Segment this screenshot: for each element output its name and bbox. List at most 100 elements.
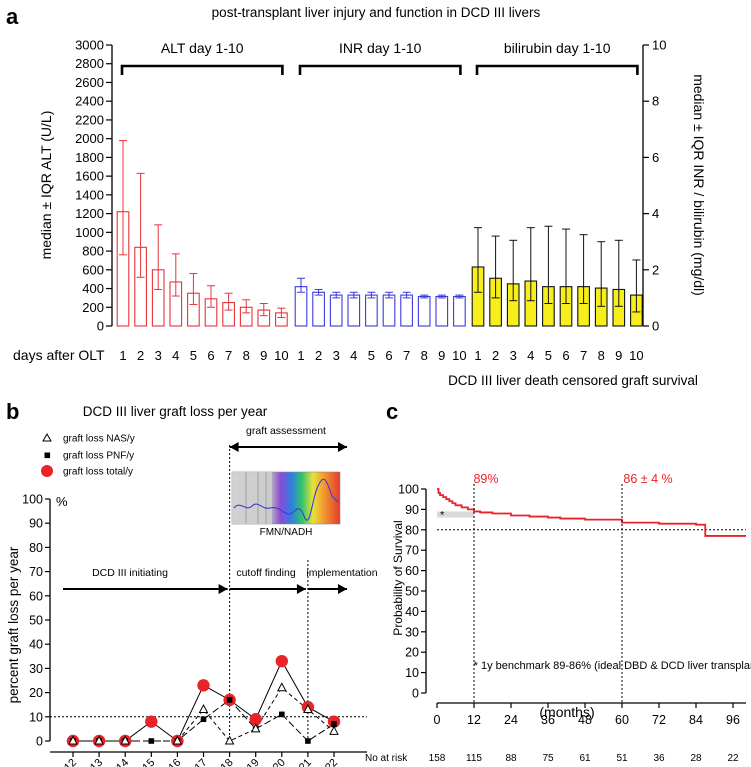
panel-b-title: DCD III liver graft loss per year [83,404,268,419]
phase-label: DCD III initiating [92,567,168,579]
legend-marker-nas [42,432,52,442]
left-tick-label: 3000 [75,38,104,53]
panel-c: c DCD III liver death censored graft sur… [365,373,751,764]
day-tick-label: 3 [333,348,340,363]
marker-pnf [305,738,311,744]
day-tick-label: 6 [385,348,392,363]
bracket [475,64,639,75]
panel-b-legend: graft loss NAS/y graft loss PNF/y graft lo… [41,432,135,478]
y-tick-label: 50 [405,585,419,599]
y-tick-label: 80 [405,523,419,537]
bracket [120,64,284,75]
marker-nas [303,703,313,714]
day-tick-label: 4 [350,348,357,363]
y-tick-label: 10 [29,710,43,724]
day-tick-label: 2 [315,348,322,363]
phase-arrow-head [229,442,239,452]
right-tick-label: 8 [652,94,659,109]
day-tick-label: 5 [368,348,375,363]
left-tick-label: 1600 [75,169,104,184]
panel-b-plot: 0102030405060708090100201220132014201520… [22,425,378,767]
day-tick-label: 10 [629,348,643,363]
right-tick-label: 10 [652,38,666,53]
marker-total [145,715,158,728]
phase-arrow-head [338,584,347,594]
left-tick-label: 1200 [75,206,104,221]
benchmark-band [437,511,474,518]
y-tick-label: 40 [405,605,419,619]
day-tick-label: 8 [598,348,605,363]
day-tick-label: 10 [274,348,288,363]
y-tick-label: 80 [29,541,43,555]
panel-a-left-axis-label: median ± IQR ALT (U/L) [38,111,54,260]
panel-b-y-unit: % [56,494,68,509]
x-tick-label: 60 [615,713,629,727]
series-line-nas [73,687,335,742]
y-tick-label: 60 [405,564,419,578]
legend-marker-total [41,465,53,477]
inr-bar [435,295,449,327]
inr-bar [417,295,431,327]
marker-pnf [331,721,337,727]
y-tick-label: 30 [405,625,419,639]
marker-nas [224,735,235,745]
panel-a-axes: 0 200 400 600 800 1000 1200 1400 1600 1800 2000 220… [75,38,666,334]
right-tick-label: 0 [652,319,659,334]
day-tick-label: 9 [260,348,267,363]
at-risk-count: 115 [466,753,482,764]
y-tick-label: 40 [29,638,43,652]
left-tick-label: 2200 [75,112,104,127]
panel-a-letter: a [6,4,19,29]
marker-pnf [148,738,155,744]
left-tick-label: 2600 [75,75,104,90]
survival-annotation: 86 ± 4 % [623,472,672,486]
x-tick-label: 0 [434,713,441,727]
y-tick-label: 100 [398,483,419,497]
day-tick-label: 2 [137,348,144,363]
at-risk-count: 28 [690,753,702,764]
marker-nas [120,735,131,745]
marker-pnf [226,697,233,703]
y-tick-label: 60 [29,589,43,603]
right-tick-label: 4 [652,206,659,221]
day-tick-label: 9 [615,348,622,363]
x-tick-label: 2022 [314,757,340,767]
panel-c-letter: c [386,399,398,424]
panel-c-y-label: Probability of Survival [391,520,405,635]
phase-label: cutoff finding [236,567,296,579]
at-risk-count: 22 [727,753,739,764]
marker-nas [94,735,104,745]
day-tick-label: 1 [297,348,304,363]
day-tick-label: 8 [421,348,428,363]
day-tick-label: 1 [474,348,481,363]
x-tick-label: 2016 [158,757,184,767]
right-tick-label: 6 [652,150,659,165]
marker-pnf [279,711,285,718]
left-tick-label: 200 [82,300,104,315]
left-tick-label: 800 [82,244,104,259]
inset-gray-region [232,472,272,524]
y-tick-label: 70 [405,544,419,558]
x-tick-label: 2021 [288,757,314,767]
x-tick-label: 2015 [132,757,158,767]
day-tick-label: 10 [452,348,466,363]
day-tick-label: 4 [527,348,534,363]
legend-label: graft loss total/y [63,467,133,478]
bracket [298,64,462,75]
inr-bar [347,294,361,327]
inr-bar [329,294,343,327]
x-tick-label: 72 [652,713,666,727]
x-tick-label: 36 [541,713,555,727]
x-tick-label: 2014 [106,757,132,767]
left-tick-label: 2800 [75,56,104,71]
at-risk-count: 75 [542,753,554,764]
left-tick-label: 400 [82,281,104,296]
left-tick-label: 0 [97,319,104,334]
panel-a-x-label: days after OLT [13,347,105,363]
series-line-total [73,660,335,742]
panel-a: a post-transplant liver injury and funct… [6,4,707,363]
legend-label: graft loss PNF/y [63,451,134,462]
inr-bar [312,291,325,327]
marker-total [249,713,262,726]
marker-total [197,679,210,692]
